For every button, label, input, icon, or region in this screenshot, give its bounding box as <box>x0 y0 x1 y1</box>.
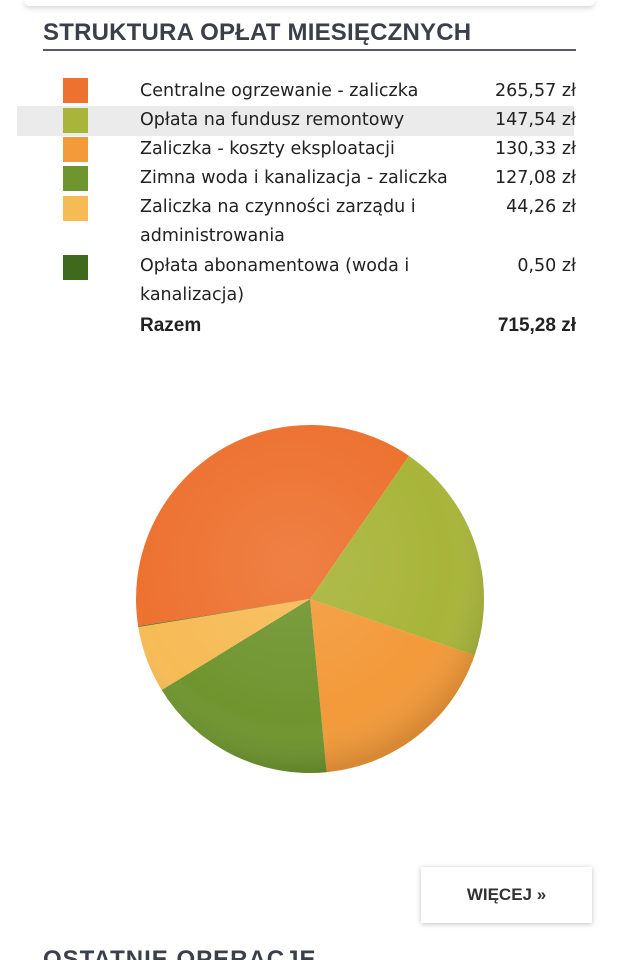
legend-amount: 44,26 zł <box>506 197 576 217</box>
pie-slice <box>138 599 310 690</box>
legend-label-line: kanalizacja) <box>140 285 245 305</box>
legend-label-line: administrowania <box>140 226 285 246</box>
pie-shading <box>136 425 484 773</box>
pie-slice <box>138 599 310 627</box>
legend-label: Zaliczka na czynności zarządu i administr… <box>140 193 470 251</box>
row-highlight <box>17 106 574 136</box>
pie-slice <box>161 599 327 773</box>
more-button[interactable]: WIĘCEJ » <box>421 867 592 923</box>
total-label: Razem <box>140 315 202 336</box>
pie-slice <box>310 599 475 773</box>
legend-label-line: Opłata na fundusz remontowy <box>140 110 405 130</box>
legend-amount: 127,08 zł <box>495 168 576 188</box>
section-title: STRUKTURA OPŁAT MIESIĘCZNYCH <box>43 19 472 46</box>
legend-label: Zaliczka - koszty eksploatacji <box>140 135 470 164</box>
legend-label: Opłata na fundusz remontowy <box>140 106 470 135</box>
title-underline <box>43 49 576 51</box>
legend-label-line: Zaliczka - koszty eksploatacji <box>140 139 395 159</box>
legend-swatch <box>63 137 88 162</box>
legend-label: Zimna woda i kanalizacja - zaliczka <box>140 164 470 193</box>
pie-slice <box>310 455 484 656</box>
legend-label-line: Zaliczka na czynności zarządu i <box>140 197 416 217</box>
legend-label-line: Opłata abonamentowa (woda i <box>140 256 410 276</box>
total-amount: 715,28 zł <box>497 315 576 336</box>
pie-slice <box>136 424 409 627</box>
legend-swatch <box>63 196 88 221</box>
top-card-edge <box>24 0 595 6</box>
legend-label: Centralne ogrzewanie - zaliczka <box>140 77 470 106</box>
legend-swatch <box>63 108 88 133</box>
legend-swatch <box>63 166 88 191</box>
legend-label-line: Zimna woda i kanalizacja - zaliczka <box>140 168 448 188</box>
next-section-heading: OSTATNIE OPERACJE <box>43 950 343 960</box>
legend-label-line: Centralne ogrzewanie - zaliczka <box>140 81 419 101</box>
legend-swatch <box>63 255 88 280</box>
next-section-title: OSTATNIE OPERACJE <box>43 950 343 960</box>
legend-amount: 147,54 zł <box>495 110 576 130</box>
legend-amount: 0,50 zł <box>517 256 576 276</box>
legend-amount: 265,57 zł <box>495 81 576 101</box>
legend-label: Opłata abonamentowa (woda i kanalizacja) <box>140 252 470 310</box>
legend-swatch <box>63 78 88 103</box>
legend-amount: 130,33 zł <box>495 139 576 159</box>
